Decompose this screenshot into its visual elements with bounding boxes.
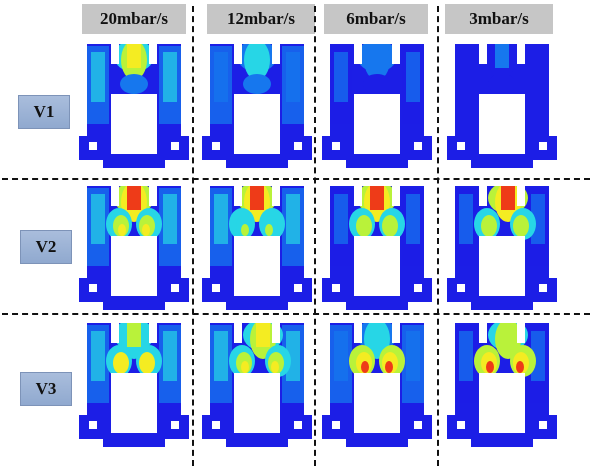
grid-separator bbox=[192, 6, 194, 466]
contour-field bbox=[322, 323, 432, 447]
grid-separator bbox=[2, 178, 590, 180]
column-header: 12mbar/s bbox=[207, 4, 315, 34]
column-header: 3mbar/s bbox=[445, 4, 553, 34]
contour-field bbox=[202, 44, 312, 168]
grid-separator bbox=[314, 6, 316, 466]
contour-field bbox=[322, 44, 432, 168]
contour-field bbox=[447, 323, 557, 447]
contour-field bbox=[447, 186, 557, 310]
column-header: 6mbar/s bbox=[324, 4, 428, 34]
row-label: V2 bbox=[20, 230, 72, 264]
contour-field bbox=[79, 186, 189, 310]
contour-field bbox=[202, 323, 312, 447]
contour-field bbox=[79, 323, 189, 447]
row-label: V3 bbox=[20, 372, 72, 406]
row-label: V1 bbox=[18, 95, 70, 129]
contour-field bbox=[322, 186, 432, 310]
contour-field bbox=[202, 186, 312, 310]
grid-separator bbox=[2, 313, 590, 315]
contour-field bbox=[79, 44, 189, 168]
contour-field bbox=[447, 44, 557, 168]
column-header: 20mbar/s bbox=[82, 4, 186, 34]
grid-separator bbox=[437, 6, 439, 466]
